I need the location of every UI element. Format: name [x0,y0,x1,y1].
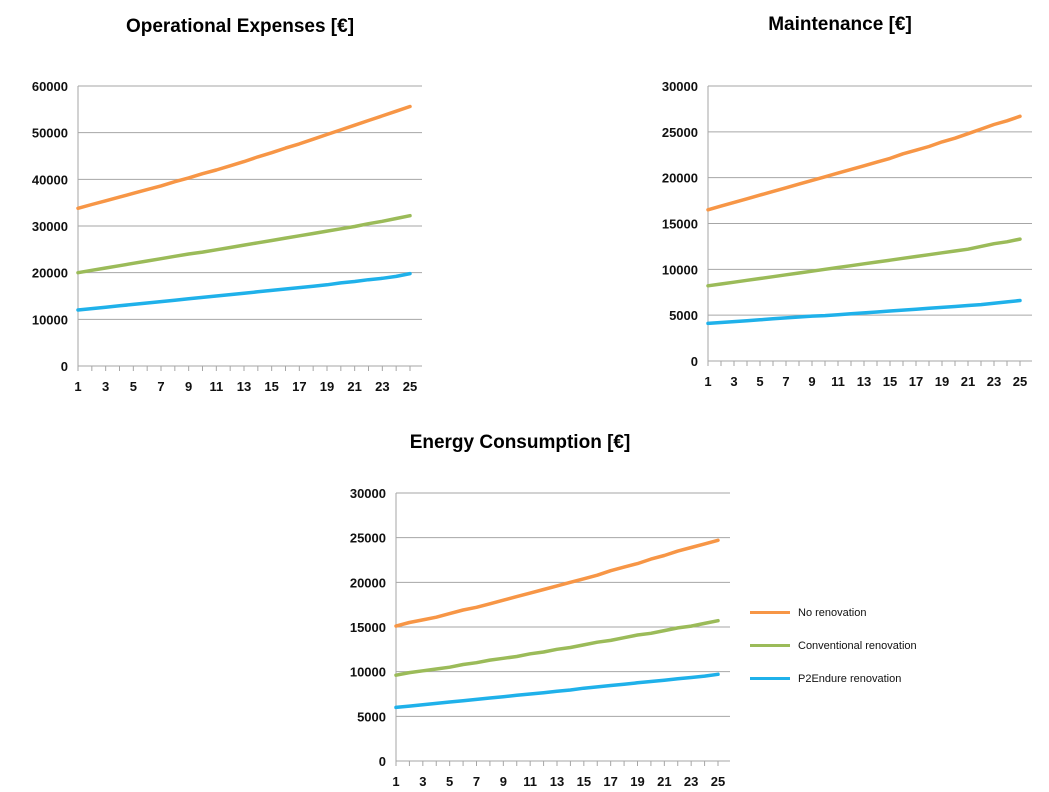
y-tick-label: 20000 [350,575,386,590]
y-tick-label: 20000 [32,266,68,281]
x-tick-label: 5 [756,374,763,389]
y-tick-label: 10000 [350,665,386,680]
y-tick-label: 20000 [662,171,698,186]
y-tick-label: 10000 [662,262,698,277]
x-tick-label: 3 [730,374,737,389]
y-tick-label: 5000 [669,308,698,323]
legend-swatch [750,611,790,614]
x-tick-label: 19 [320,379,334,394]
x-tick-label: 3 [102,379,109,394]
legend-item-conventional-renovation: Conventional renovation [750,629,1040,662]
y-tick-label: 15000 [662,217,698,232]
x-tick-label: 11 [523,774,537,789]
series-line-p2endure-renovation [76,271,412,312]
legend-item-no-renovation: No renovation [750,596,1040,629]
chart-legend: No renovation Conventional renovation P2… [750,596,1040,695]
series-line-p2endure-renovation [394,672,720,710]
x-tick-label: 13 [857,374,871,389]
y-tick-label: 10000 [32,312,68,327]
x-tick-label: 9 [185,379,192,394]
x-tick-label: 11 [209,379,223,394]
x-tick-label: 3 [419,774,426,789]
y-tick-label: 0 [61,359,68,374]
chart-maintenance: 0 5000 10000 15000 20000 25000 30000 1 3 5 7 9 11 13 1… [620,70,1045,400]
chart-energy-consumption: 0 5000 10000 15000 20000 25000 30000 1 3 5 7 9 11 13 1… [300,480,730,792]
x-tick-label: 15 [883,374,897,389]
y-tick-label: 25000 [350,531,386,546]
y-tick-label: 5000 [357,709,386,724]
x-tick-label: 15 [264,379,278,394]
x-tick-label: 1 [74,379,81,394]
y-tick-label: 30000 [662,79,698,94]
x-tick-label: 25 [711,774,725,789]
x-tick-label: 9 [500,774,507,789]
series-line-no-renovation [76,104,412,211]
y-tick-label: 50000 [32,126,68,141]
legend-swatch [750,677,790,680]
legend-label: P2Endure renovation [798,672,902,685]
x-tick-label: 13 [237,379,251,394]
chart-title-energy-consumption: Energy Consumption [€] [409,432,631,453]
y-tick-label: 60000 [32,79,68,94]
x-tick-label: 25 [1013,374,1027,389]
y-tick-label: 30000 [350,486,386,501]
series-line-no-renovation [394,538,720,628]
chart-operational-expenses: 0 10000 20000 30000 40000 50000 60000 1 3 5 7 9 11 13… [0,70,460,400]
series-line-no-renovation [706,114,1022,212]
x-tick-label: 1 [704,374,711,389]
x-tick-label: 21 [347,379,361,394]
legend-label: No renovation [798,606,867,619]
x-tick-label: 17 [603,774,617,789]
series-line-conventional-renovation [76,213,412,275]
series-line-p2endure-renovation [706,298,1022,326]
x-tick-label: 15 [577,774,591,789]
legend-label: Conventional renovation [798,639,917,652]
legend-item-p2endure-renovation: P2Endure renovation [750,662,1040,695]
x-tick-label: 19 [935,374,949,389]
series-line-conventional-renovation [706,237,1022,288]
y-tick-label: 15000 [350,620,386,635]
y-tick-label: 40000 [32,172,68,187]
x-tick-label: 5 [130,379,137,394]
x-tick-label: 23 [684,774,698,789]
x-tick-label: 11 [831,374,845,389]
x-tick-label: 13 [550,774,564,789]
x-tick-label: 7 [782,374,789,389]
y-tick-label: 25000 [662,125,698,140]
x-tick-label: 9 [808,374,815,389]
y-tick-label: 30000 [32,219,68,234]
chart-title-maintenance: Maintenance [€] [768,14,912,35]
x-tick-label: 21 [657,774,671,789]
x-tick-label: 1 [392,774,399,789]
x-tick-label: 7 [473,774,480,789]
legend-swatch [750,644,790,647]
x-tick-label: 25 [403,379,417,394]
x-tick-label: 21 [961,374,975,389]
x-tick-label: 17 [292,379,306,394]
chart-title-operational-expenses: Operational Expenses [€] [125,16,355,37]
x-tick-label: 17 [909,374,923,389]
x-tick-label: 5 [446,774,453,789]
x-tick-label: 19 [630,774,644,789]
y-tick-label: 0 [379,754,386,769]
x-tick-label: 23 [375,379,389,394]
x-tick-label: 7 [157,379,164,394]
series-line-conventional-renovation [394,618,720,677]
y-tick-label: 0 [691,354,698,369]
x-tick-label: 23 [987,374,1001,389]
